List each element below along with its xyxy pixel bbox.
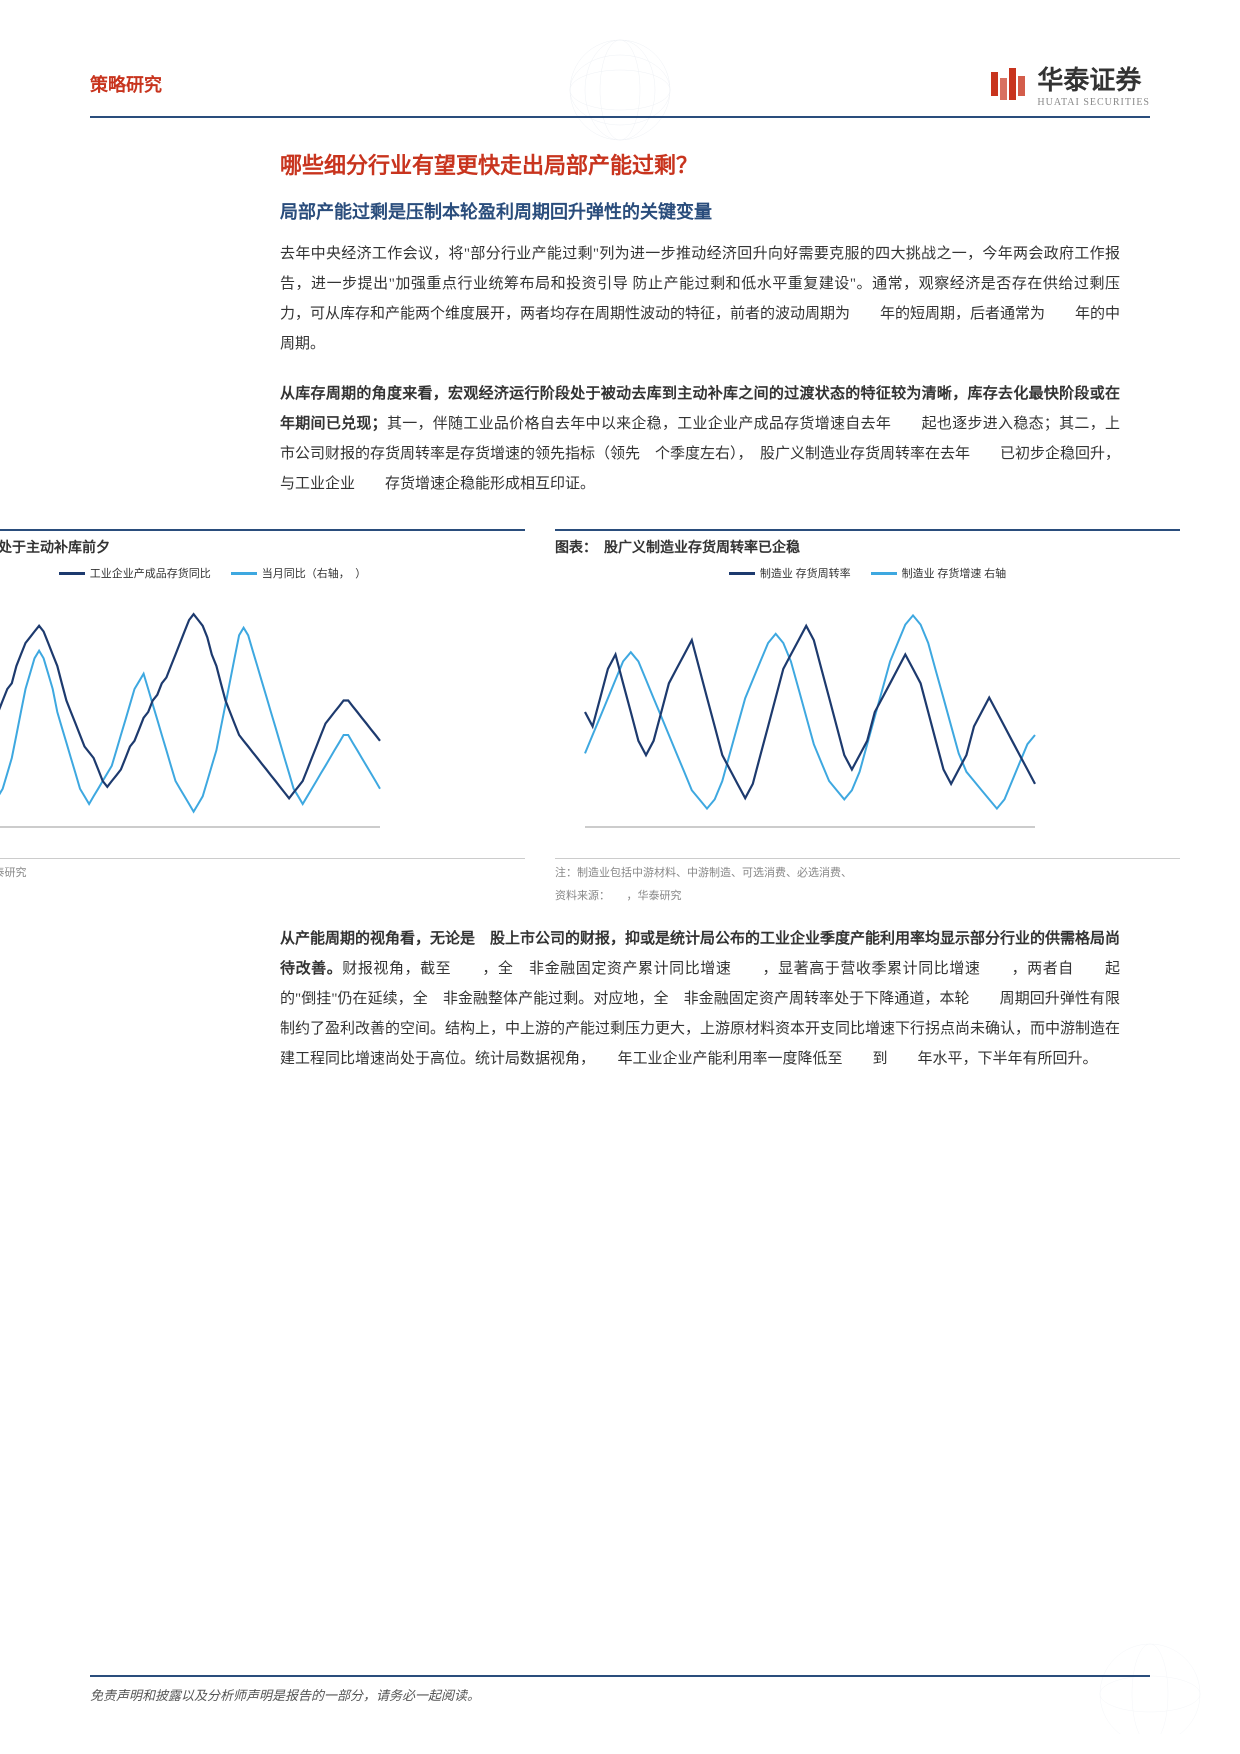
footer-globe-decoration <box>1010 1634 1210 1734</box>
paragraph-1: 去年中央经济工作会议，将"部分行业产能过剩"列为进一步推动经济回升向好需要克服的… <box>280 239 1120 359</box>
chart1-legend: 工业企业产成品存货同比 当月同比（右轴， ） <box>0 565 525 581</box>
chart1-svg <box>0 587 410 847</box>
chart2-legend: 制造业 存货周转率 制造业 存货增速 右轴 <box>555 565 1180 581</box>
main-content-2: 从产能周期的视角看，无论是 股上市公司的财报，抑或是统计局公布的工业企业季度产能… <box>90 924 1150 1074</box>
main-content: 哪些细分行业有望更快走出局部产能过剩？ 局部产能过剩是压制本轮盈利周期回升弹性的… <box>90 148 1150 499</box>
category-label: 策略研究 <box>90 71 162 97</box>
logo-text-main: 华泰证券 <box>1037 60 1150 97</box>
page-footer: 免责声明和披露以及分析师声明是报告的一部分，请务必一起阅读。 <box>90 1675 1150 1704</box>
paragraph-2-rest: 其一，伴随工业品价格自去年中以来企稳，工业企业产成品存货增速自去年 起也逐步进入… <box>280 416 1120 492</box>
chart2-footnote2: 资料来源： ，华泰研究 <box>555 888 1180 905</box>
chart1-title: 图表：工业企业处于主动补库前夕 <box>0 529 525 557</box>
chart1-footnote: 资料来源： ，华泰研究 <box>0 865 525 882</box>
chart2-title: 图表： 股广义制造业存货周转率已企稳 <box>555 529 1180 557</box>
charts-row: 图表：工业企业处于主动补库前夕 工业企业产成品存货同比 当月同比（右轴， ） 资… <box>0 529 1180 904</box>
chart2-svg <box>555 587 1065 847</box>
chart-box-1: 图表：工业企业处于主动补库前夕 工业企业产成品存货同比 当月同比（右轴， ） 资… <box>0 529 525 904</box>
chart-box-2: 图表： 股广义制造业存货周转率已企稳 制造业 存货周转率 制造业 存货增速 右轴… <box>555 529 1180 904</box>
page-header: 策略研究 华泰证券 HUATAI SECURITIES <box>90 60 1150 118</box>
paragraph-3-rest: 财报视角，截至 ，全 非金融固定资产累计同比增速 ，显著高于营收季累计同比增速 … <box>280 961 1120 1067</box>
chart1-legend-2: 当月同比（右轴， ） <box>262 565 367 581</box>
logo-text-sub: HUATAI SECURITIES <box>1037 97 1150 108</box>
chart2-legend-1: 制造业 存货周转率 <box>760 565 851 581</box>
logo-icon <box>987 64 1027 104</box>
logo-section: 华泰证券 HUATAI SECURITIES <box>987 60 1150 108</box>
title-sub: 局部产能过剩是压制本轮盈利周期回升弹性的关键变量 <box>280 198 1120 224</box>
paragraph-3: 从产能周期的视角看，无论是 股上市公司的财报，抑或是统计局公布的工业企业季度产能… <box>280 924 1120 1074</box>
paragraph-2: 从库存周期的角度来看，宏观经济运行阶段处于被动去库到主动补库之间的过渡状态的特征… <box>280 379 1120 499</box>
globe-decoration <box>510 30 730 150</box>
chart2-footnote1: 注：制造业包括中游材料、中游制造、可选消费、必选消费、 <box>555 865 1180 882</box>
chart2-legend-2: 制造业 存货增速 右轴 <box>902 565 1007 581</box>
chart1-legend-1: 工业企业产成品存货同比 <box>90 565 211 581</box>
title-main: 哪些细分行业有望更快走出局部产能过剩？ <box>280 148 1120 180</box>
disclaimer-text: 免责声明和披露以及分析师声明是报告的一部分，请务必一起阅读。 <box>90 1688 480 1703</box>
